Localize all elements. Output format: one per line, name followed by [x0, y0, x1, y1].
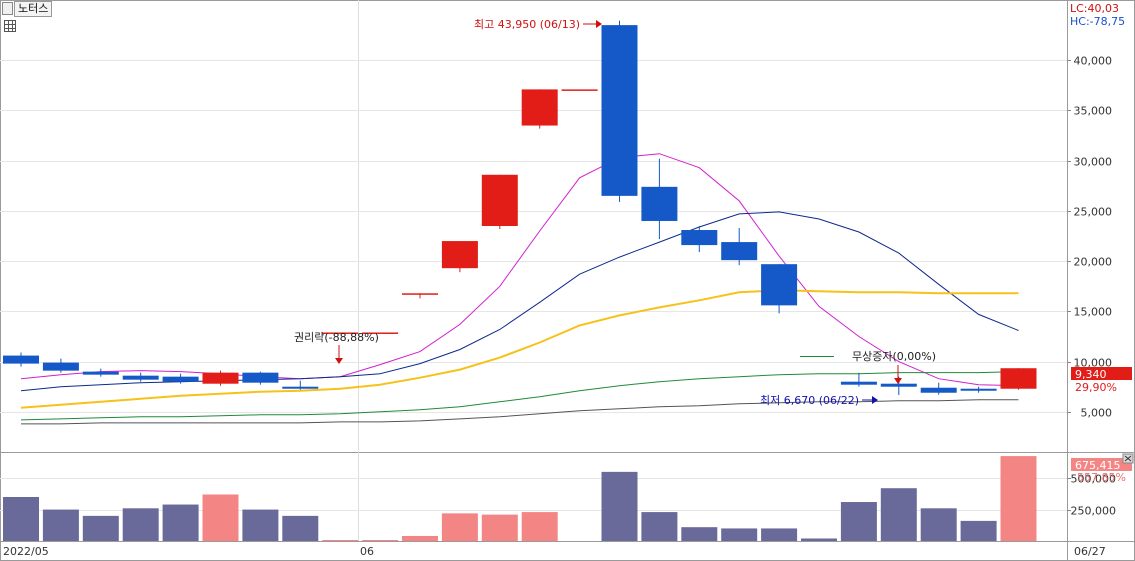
volume-bar[interactable] — [3, 497, 39, 541]
candle-body[interactable] — [880, 383, 917, 387]
moving-average-line — [20, 153, 1019, 387]
price-tick-label: 40,000 — [1074, 55, 1113, 68]
candle-body[interactable] — [960, 388, 997, 391]
volume-pct-text: 557,85% — [1077, 471, 1126, 484]
candle-body[interactable] — [721, 242, 758, 261]
volume-bar[interactable] — [761, 528, 798, 541]
price-pct-text: 29,90% — [1075, 381, 1117, 394]
candle-body[interactable] — [481, 174, 518, 226]
volume-bar[interactable] — [282, 515, 319, 541]
volume-bar[interactable] — [242, 509, 279, 541]
volume-bar[interactable] — [362, 539, 399, 541]
grid-table-icon[interactable] — [4, 20, 16, 35]
volume-bar[interactable] — [721, 528, 758, 541]
date-label-start: 2022/05 — [3, 545, 49, 558]
candle-body[interactable] — [402, 293, 438, 295]
price-tick-label: 10,000 — [1074, 357, 1113, 370]
volume-tick-label: 500,000 — [1071, 473, 1117, 486]
lc-text: LC:40,03 — [1070, 2, 1119, 15]
volume-bar[interactable] — [880, 488, 917, 541]
price-tick-label: 15,000 — [1074, 306, 1113, 319]
volume-bar[interactable] — [202, 494, 239, 541]
candle-body[interactable] — [761, 264, 798, 306]
candle-body[interactable] — [681, 230, 718, 246]
candle-body[interactable] — [42, 362, 79, 371]
candle-body[interactable] — [242, 372, 279, 383]
volume-bar[interactable] — [122, 508, 159, 541]
price-badge-text: 9,340 — [1075, 368, 1107, 381]
volume-bar[interactable] — [402, 535, 438, 541]
candle-body[interactable] — [441, 241, 478, 269]
volume-bar[interactable] — [840, 502, 877, 541]
price-tick-label: 35,000 — [1074, 105, 1113, 118]
candle-body[interactable] — [282, 386, 319, 389]
high-label: 최고 43,950 (06/13) — [474, 18, 580, 31]
price-tick-label: 20,000 — [1074, 256, 1113, 269]
candle-body[interactable] — [362, 332, 399, 334]
moving-average-line — [20, 211, 1019, 392]
volume-bar[interactable] — [42, 509, 79, 541]
volume-bar[interactable] — [641, 512, 678, 541]
volume-bar[interactable] — [521, 512, 558, 541]
volume-bar[interactable] — [441, 513, 478, 541]
candle-body[interactable] — [162, 376, 199, 382]
bonus-annotation: 무상증자(0,00%) — [800, 350, 936, 384]
bonus-label: 무상증자(0,00%) — [852, 350, 936, 363]
price-badge — [1071, 367, 1132, 380]
rights-annotation: 권리락(-88,88%) — [294, 331, 379, 364]
candle-body[interactable] — [601, 25, 638, 196]
candle-body[interactable] — [641, 186, 678, 221]
close-icon[interactable] — [1122, 453, 1134, 464]
stock-name-box[interactable]: 노터스 — [14, 1, 53, 17]
date-label-month: 06 — [360, 545, 374, 558]
price-tick-label: 5,000 — [1081, 407, 1113, 420]
hc-text: HC:-78,75 — [1070, 15, 1125, 28]
candle-body[interactable] — [202, 372, 239, 384]
menu-square-icon[interactable] — [2, 2, 13, 15]
volume-tick-label: 250,000 — [1071, 505, 1117, 518]
volume-bar[interactable] — [322, 539, 359, 541]
candle-body[interactable] — [82, 371, 119, 375]
price-tick-label: 30,000 — [1074, 156, 1113, 169]
candle-body[interactable] — [840, 381, 877, 385]
volume-bar[interactable] — [601, 471, 638, 541]
candle-body[interactable] — [561, 89, 598, 91]
volume-bar[interactable] — [162, 504, 199, 541]
volume-bar[interactable] — [82, 515, 119, 541]
price-tick-label: 25,000 — [1074, 206, 1113, 219]
candle-body[interactable] — [920, 387, 957, 393]
high-annotation: 최고 43,950 (06/13) — [474, 18, 602, 31]
volume-bar[interactable] — [801, 538, 837, 541]
candle-body[interactable] — [1000, 368, 1037, 389]
candle-body[interactable] — [3, 355, 39, 364]
rights-label: 권리락(-88,88%) — [294, 331, 379, 344]
volume-badge-text: 675,415 — [1075, 459, 1121, 472]
moving-average-line — [21, 399, 1019, 425]
low-annotation: 최저 6,670 (06/22) — [760, 394, 878, 407]
moving-average-line — [20, 371, 1019, 421]
volume-badge — [1071, 458, 1132, 471]
volume-bar[interactable] — [481, 514, 518, 541]
date-label-end: 06/27 — [1074, 545, 1106, 558]
candle-body[interactable] — [122, 375, 159, 380]
candle-body[interactable] — [322, 332, 359, 334]
low-label: 최저 6,670 (06/22) — [760, 394, 859, 407]
volume-bar[interactable] — [1000, 456, 1037, 541]
volume-bar[interactable] — [681, 527, 718, 541]
volume-bar[interactable] — [920, 508, 957, 541]
moving-average-line — [20, 289, 1019, 409]
volume-bar[interactable] — [960, 520, 997, 541]
candle-body[interactable] — [521, 89, 558, 126]
